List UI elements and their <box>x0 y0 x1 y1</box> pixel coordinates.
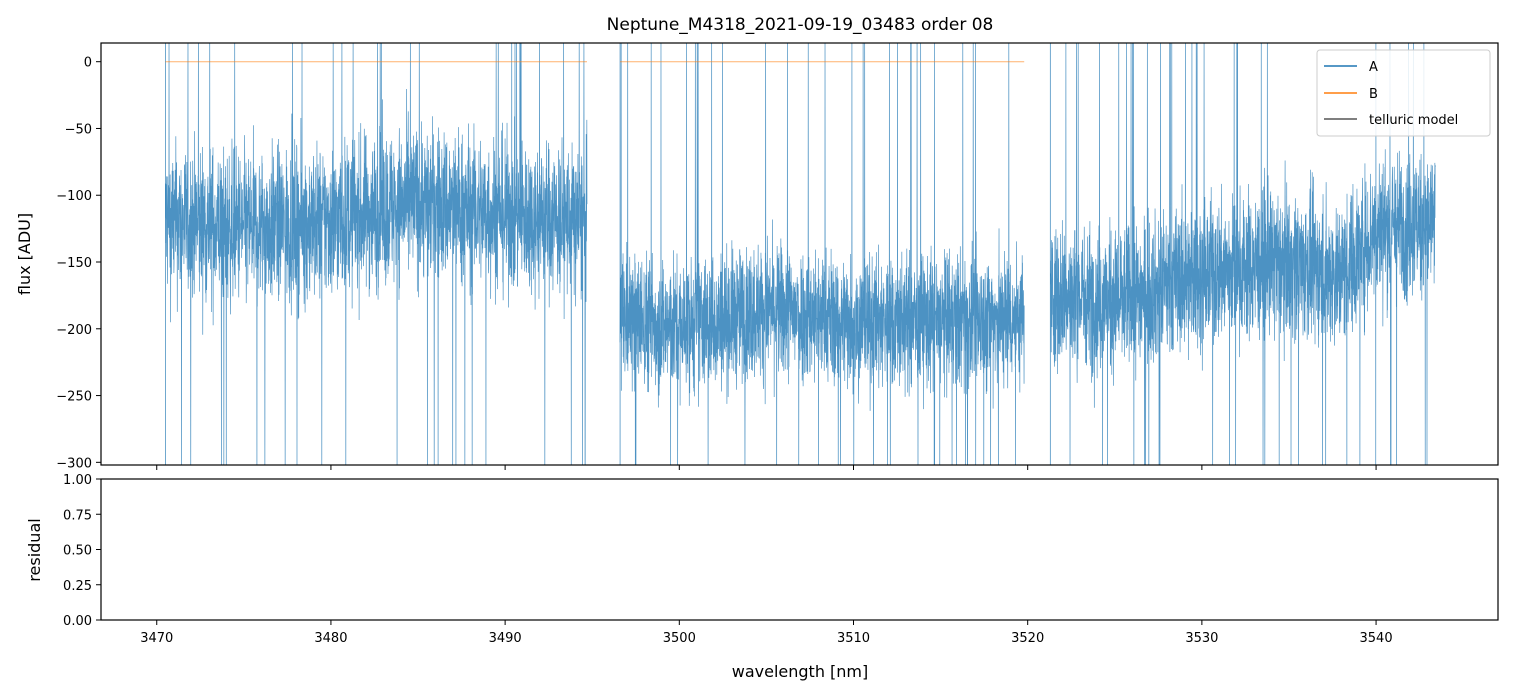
residual-x-tick-label: 3520 <box>1011 631 1044 646</box>
legend-label-a: A <box>1369 60 1378 75</box>
residual-axes-frame <box>100 478 1499 621</box>
residual-x-tick-label: 3540 <box>1360 631 1393 646</box>
flux-axes-frame <box>100 42 1499 466</box>
legend-label-b: B <box>1369 87 1378 102</box>
flux-x-ticks <box>156 465 1377 470</box>
series-a-line <box>619 43 1025 465</box>
flux-y-tick-label: −100 <box>56 189 92 204</box>
residual-panel: 0.00 0.25 0.50 0.75 1.00 3470 3480 3490 3500 351… <box>25 473 1499 681</box>
chart-title: Neptune_M4318_2021-09-19_03483 order 08 <box>607 15 994 35</box>
residual-y-tick-label: 1.00 <box>63 473 92 488</box>
residual-y-ticks: 0.00 0.25 0.50 0.75 1.00 <box>63 473 101 629</box>
residual-x-tick-label: 3480 <box>314 631 347 646</box>
residual-x-tick-label: 3510 <box>837 631 870 646</box>
residual-x-tick-label: 3470 <box>140 631 173 646</box>
flux-y-tick-label: −250 <box>56 390 92 405</box>
x-axis-label: wavelength [nm] <box>732 662 869 681</box>
series-a-line <box>1049 43 1436 465</box>
flux-y-tick-label: −200 <box>56 323 92 338</box>
residual-y-tick-label: 0.75 <box>63 508 92 523</box>
residual-x-tick-label: 3490 <box>489 631 522 646</box>
residual-x-tick-label: 3500 <box>663 631 696 646</box>
residual-y-tick-label: 0.25 <box>63 579 92 594</box>
flux-y-ticks: 0 −50 −100 −150 −200 −250 −300 <box>56 56 101 471</box>
flux-y-axis-label: flux [ADU] <box>15 213 34 295</box>
flux-y-tick-label: 0 <box>84 56 92 71</box>
flux-panel: 0 −50 −100 −150 −200 −250 −300 flux [ADU] A B … <box>15 42 1499 471</box>
residual-x-tick-label: 3530 <box>1185 631 1218 646</box>
flux-y-tick-label: −150 <box>56 256 92 271</box>
residual-y-axis-label: residual <box>25 518 44 581</box>
flux-y-tick-label: −300 <box>56 456 92 471</box>
residual-y-tick-label: 0.00 <box>63 614 92 629</box>
legend: A B telluric model <box>1316 49 1491 137</box>
series-a-line <box>165 43 588 465</box>
residual-x-ticks: 3470 3480 3490 3500 3510 3520 3530 3540 <box>140 620 1393 646</box>
flux-series-layer <box>165 43 1436 465</box>
residual-y-tick-label: 0.50 <box>63 544 92 559</box>
flux-y-tick-label: −50 <box>65 122 92 137</box>
legend-box <box>1316 49 1491 137</box>
legend-label-telluric: telluric model <box>1369 113 1458 128</box>
